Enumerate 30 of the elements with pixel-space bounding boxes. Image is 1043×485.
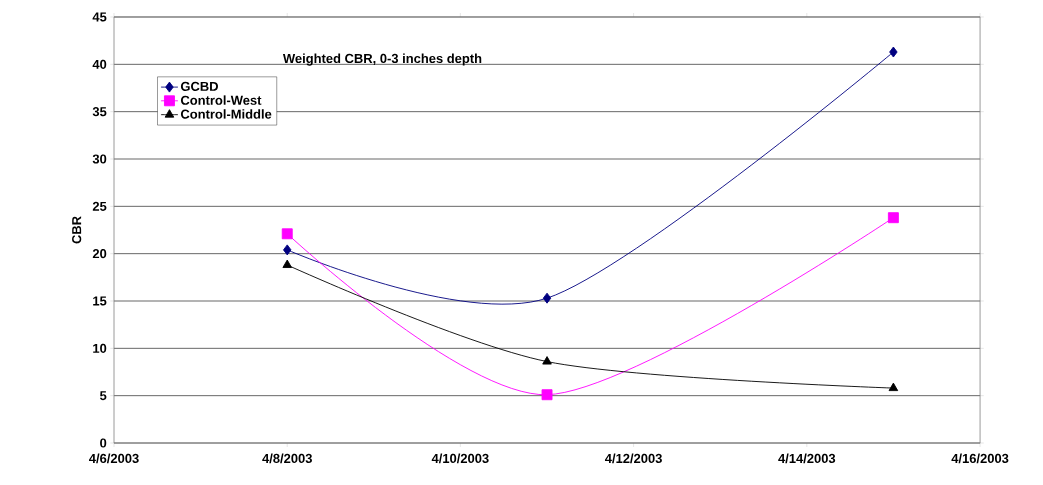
y-tick-label: 20	[92, 249, 107, 259]
x-tick-label: 4/16/2003	[951, 453, 1009, 464]
y-tick-label: 45	[92, 12, 107, 22]
y-axis-title: CBR	[72, 216, 82, 244]
legend-label: Control-West	[180, 95, 262, 105]
y-tick-label: 5	[99, 391, 107, 401]
point	[888, 382, 899, 392]
point	[283, 244, 292, 256]
text: Weighted CBR, 0-3 inches depth	[282, 53, 482, 66]
y-tick-label: 10	[93, 343, 107, 353]
y-tick-label: 0	[100, 438, 107, 448]
x-tick-label: 4/10/2003	[431, 453, 489, 464]
point	[282, 259, 293, 268]
point	[889, 46, 898, 58]
y-tick-label: 40	[92, 59, 107, 69]
x-tick-label: 4/12/2003	[604, 453, 662, 464]
x-tick-label: 4/6/2003	[89, 453, 139, 464]
y-tick-label: 25	[92, 201, 107, 211]
point	[541, 389, 553, 401]
legend-label: GCBD	[180, 81, 218, 91]
x-tick-label: 4/8/2003	[262, 453, 312, 464]
point	[542, 292, 552, 304]
y-tick-label: 35	[92, 107, 107, 117]
legend-label: Control-Middle	[180, 109, 272, 119]
point	[887, 212, 899, 224]
y-tick-label: 30	[92, 154, 107, 164]
point	[281, 228, 293, 240]
x-tick-label: 4/14/2003	[778, 453, 836, 464]
y-tick-label: 15	[93, 296, 107, 306]
point	[542, 356, 552, 365]
